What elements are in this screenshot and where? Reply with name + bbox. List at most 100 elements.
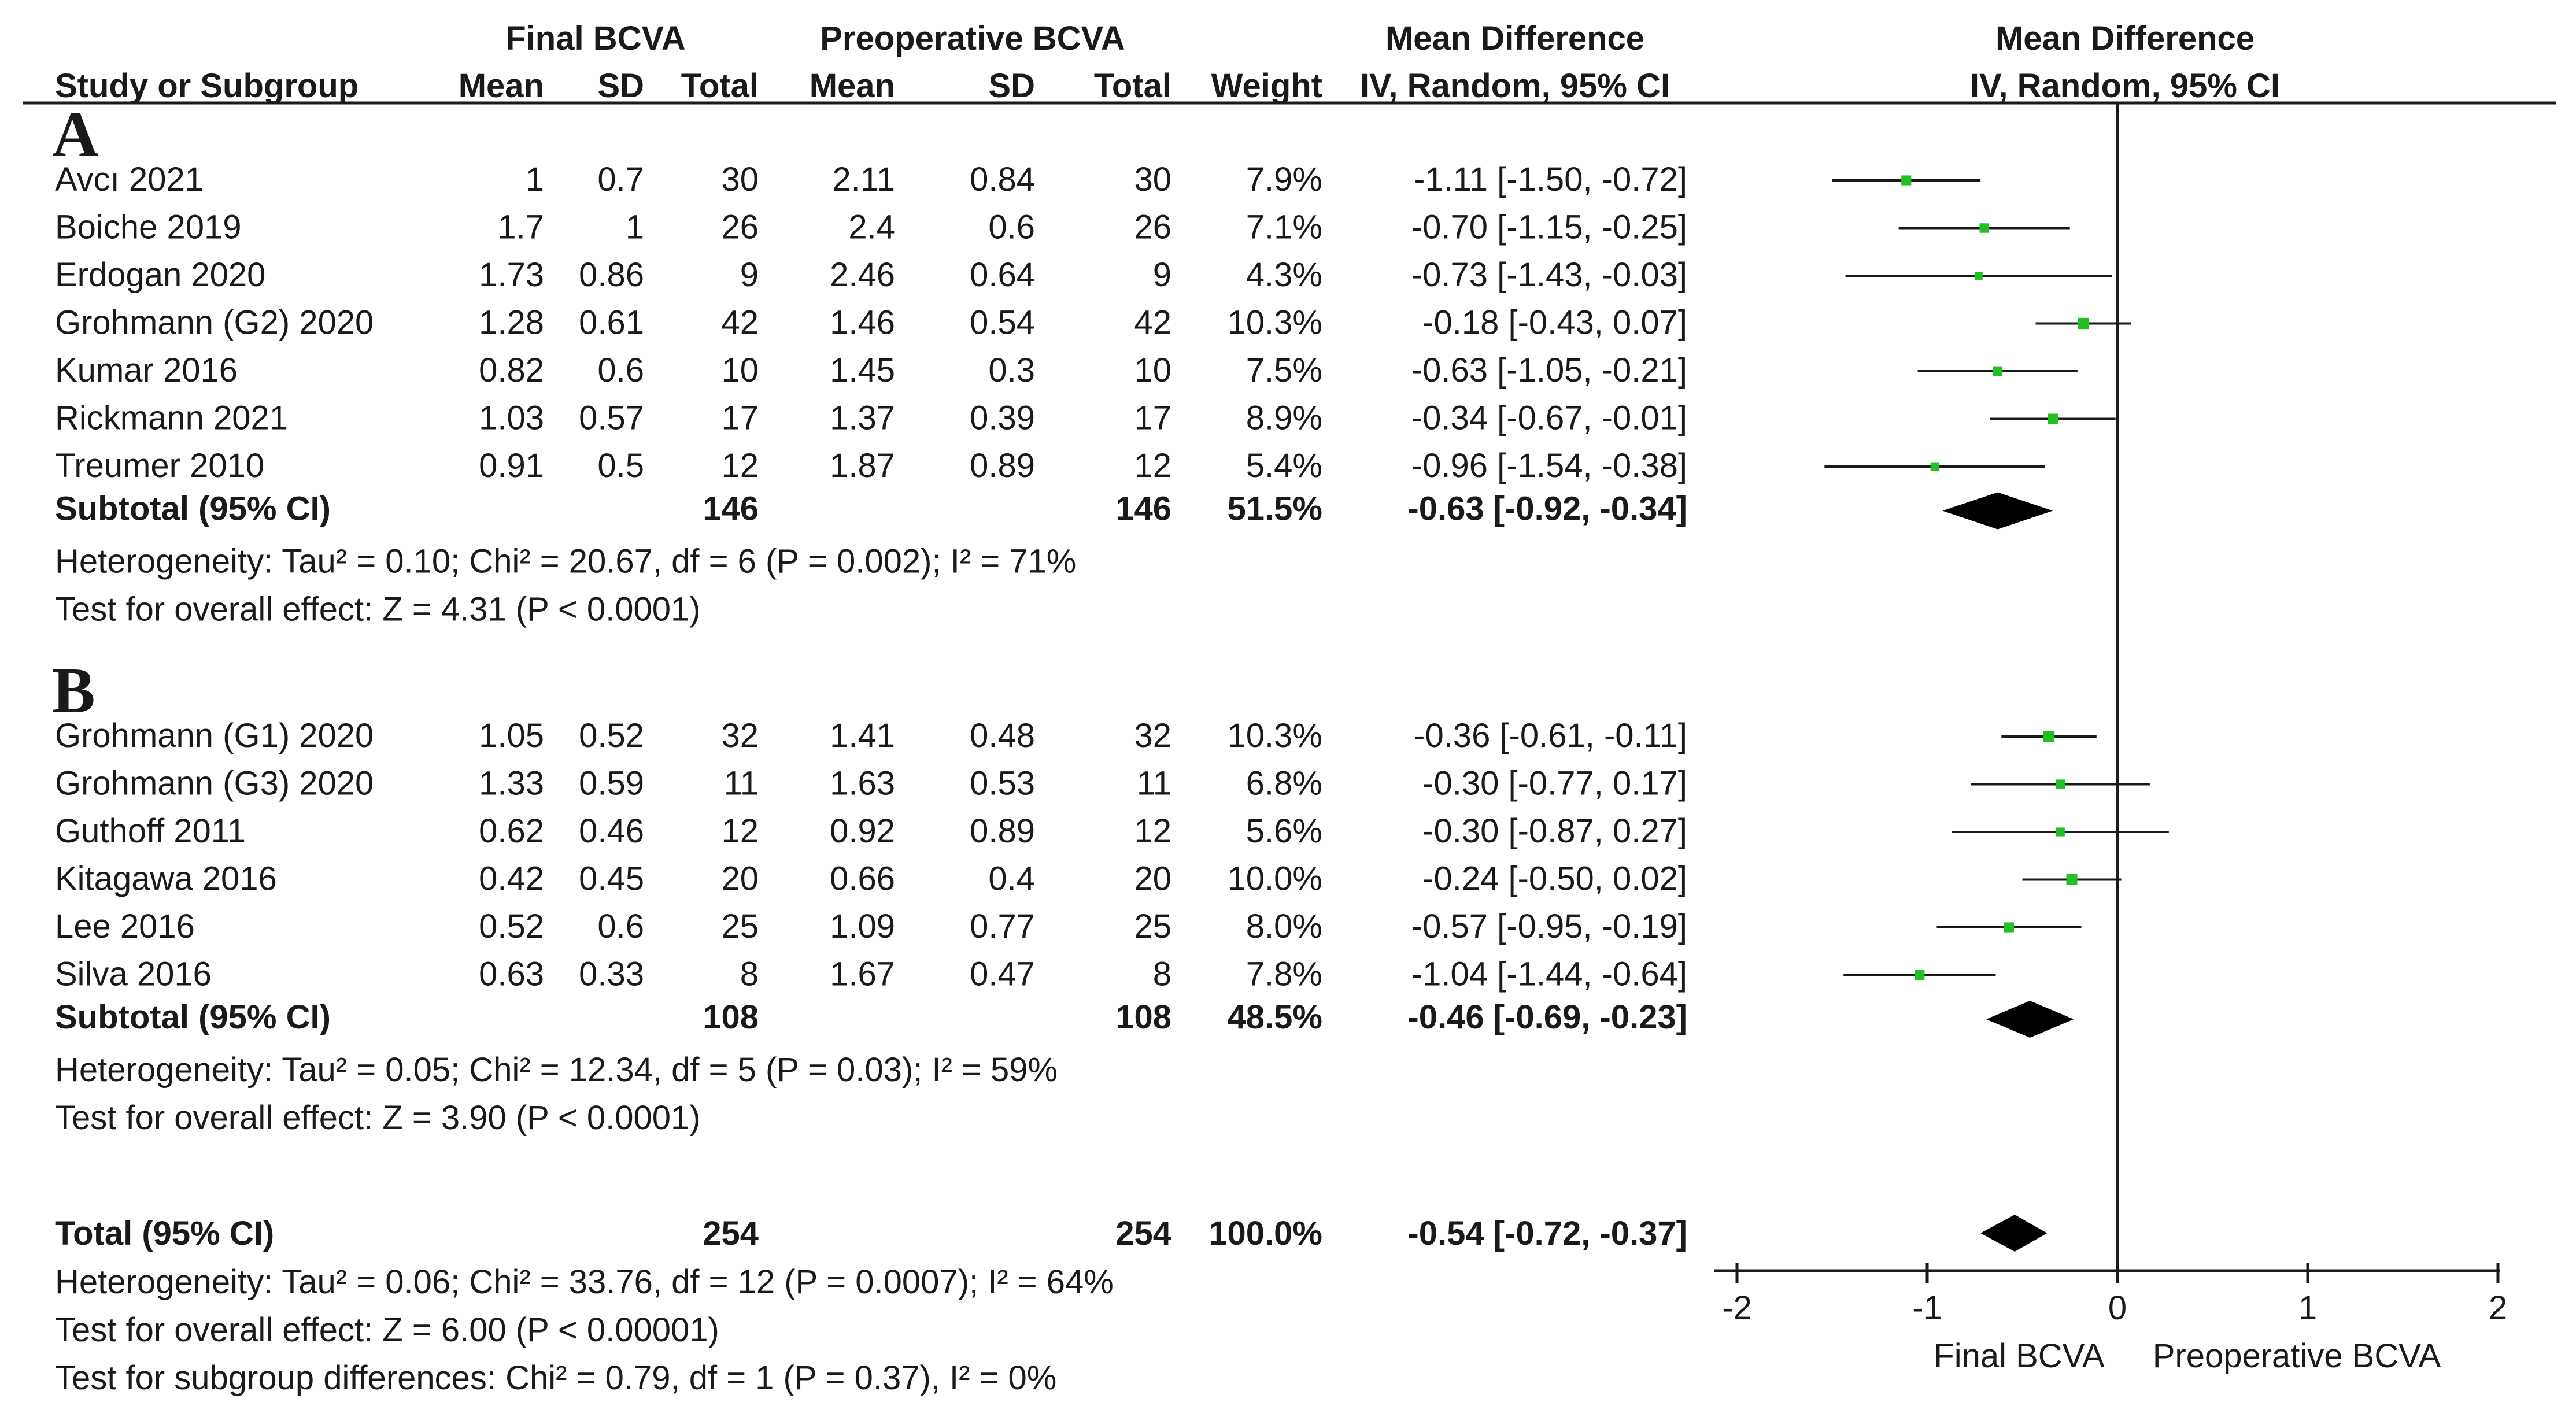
study-mean2: 0.66 — [830, 860, 895, 898]
study-ci: -1.11 [-1.50, -0.72] — [1414, 161, 1687, 198]
subtotal-label: Subtotal (95% CI) — [55, 490, 331, 528]
study-total2: 17 — [1134, 399, 1171, 437]
study-weight: 7.5% — [1246, 352, 1322, 389]
study-marker — [1930, 462, 1939, 471]
study-mean2: 2.11 — [832, 161, 895, 198]
study-mean1: 1.05 — [479, 717, 544, 754]
study-total2: 11 — [1137, 765, 1171, 802]
study-mean2: 1.46 — [830, 304, 895, 342]
total-total-final: 254 — [703, 1215, 759, 1252]
study-sd1: 0.52 — [579, 717, 644, 754]
study-ci: -0.36 [-0.61, -0.11] — [1414, 717, 1687, 754]
study-weight: 7.9% — [1246, 161, 1322, 198]
overall-effect-text: Test for overall effect: Z = 4.31 (P < 0… — [55, 591, 701, 628]
subtotal-diamond — [1942, 492, 2053, 530]
study-ci: -0.73 [-1.43, -0.03] — [1411, 256, 1687, 294]
study-sd2: 0.53 — [970, 765, 1035, 802]
study-ci: -0.63 [-1.05, -0.21] — [1411, 352, 1687, 389]
study-sd1: 0.46 — [579, 812, 644, 850]
header-mean-difference: Mean Difference — [1385, 20, 1644, 57]
footer-heterogeneity: Heterogeneity: Tau² = 0.06; Chi² = 33.76… — [55, 1263, 1114, 1301]
subtotal-label: Subtotal (95% CI) — [55, 998, 331, 1036]
study-total2: 30 — [1134, 161, 1171, 198]
study-sd2: 0.4 — [988, 860, 1035, 898]
subtotal-weight: 51.5% — [1228, 490, 1322, 528]
subtotal-weight: 48.5% — [1228, 998, 1322, 1036]
study-weight: 7.1% — [1246, 209, 1322, 246]
axis-label-preop-bcva: Preoperative BCVA — [2153, 1337, 2441, 1375]
study-marker — [1974, 272, 1983, 280]
study-name: Treumer 2010 — [55, 447, 264, 484]
study-ci: -0.18 [-0.43, 0.07] — [1422, 304, 1687, 342]
study-weight: 7.8% — [1246, 956, 1322, 993]
subtotal-ci: -0.46 [-0.69, -0.23] — [1407, 998, 1687, 1036]
col-weight: Weight — [1211, 67, 1322, 105]
x-tick-label: 0 — [2108, 1289, 2127, 1327]
study-total2: 26 — [1134, 209, 1171, 246]
study-total1: 25 — [721, 908, 759, 945]
study-weight: 5.4% — [1246, 447, 1322, 484]
study-sd2: 0.47 — [970, 956, 1035, 993]
total-ci: -0.54 [-0.72, -0.37] — [1407, 1215, 1687, 1252]
study-weight: 5.6% — [1246, 812, 1322, 850]
study-sd1: 0.5 — [597, 447, 644, 484]
study-ci: -0.57 [-0.95, -0.19] — [1411, 908, 1687, 945]
section-label: A — [52, 99, 99, 171]
study-marker — [1993, 366, 2003, 376]
study-name: Erdogan 2020 — [55, 256, 265, 294]
study-weight: 6.8% — [1246, 765, 1322, 802]
study-mean1: 0.52 — [479, 908, 544, 945]
study-total1: 17 — [721, 399, 759, 437]
study-mean2: 1.63 — [830, 765, 895, 802]
study-mean2: 1.37 — [830, 399, 895, 437]
x-tick-label: -2 — [1722, 1289, 1752, 1327]
study-weight: 8.0% — [1246, 908, 1322, 945]
study-name: Kumar 2016 — [55, 352, 238, 389]
study-mean1: 1 — [526, 161, 544, 198]
study-sd1: 0.61 — [579, 304, 644, 342]
study-weight: 10.3% — [1228, 304, 1322, 342]
col-mean-final: Mean — [459, 67, 544, 105]
col-ci-plot: IV, Random, 95% CI — [1970, 67, 2280, 105]
study-mean2: 1.41 — [830, 717, 895, 754]
col-sd-final: SD — [597, 67, 644, 105]
study-mean1: 0.91 — [479, 447, 544, 484]
study-mean2: 2.46 — [830, 256, 895, 294]
study-sd1: 0.7 — [597, 161, 644, 198]
study-total1: 20 — [721, 860, 759, 898]
study-total2: 32 — [1134, 717, 1171, 754]
study-mean1: 1.33 — [479, 765, 544, 802]
study-total1: 8 — [740, 956, 759, 993]
study-name: Boiche 2019 — [55, 209, 241, 246]
study-total1: 42 — [721, 304, 759, 342]
study-mean1: 1.03 — [479, 399, 544, 437]
study-sd2: 0.89 — [970, 447, 1035, 484]
study-sd1: 0.59 — [579, 765, 644, 802]
study-total2: 42 — [1134, 304, 1171, 342]
study-marker — [2004, 922, 2015, 933]
footer-overall-effect: Test for overall effect: Z = 6.00 (P < 0… — [55, 1311, 719, 1349]
study-name: Silva 2016 — [55, 956, 212, 993]
study-mean2: 1.09 — [830, 908, 895, 945]
study-total2: 9 — [1153, 256, 1171, 294]
study-marker — [1901, 175, 1912, 186]
study-sd2: 0.54 — [970, 304, 1035, 342]
study-name: Lee 2016 — [55, 908, 195, 945]
study-mean2: 2.4 — [848, 209, 895, 246]
study-mean1: 0.82 — [479, 352, 544, 389]
study-sd1: 0.33 — [579, 956, 644, 993]
study-sd2: 0.39 — [970, 399, 1035, 437]
header-preop-bcva: Preoperative BCVA — [820, 20, 1125, 57]
study-sd1: 0.6 — [597, 352, 644, 389]
footer-subgroup-test: Test for subgroup differences: Chi² = 0.… — [55, 1359, 1056, 1397]
subtotal-diamond — [1986, 1001, 2074, 1038]
x-tick-label: 2 — [2489, 1289, 2507, 1327]
study-sd2: 0.6 — [988, 209, 1035, 246]
study-ci: -0.34 [-0.67, -0.01] — [1411, 399, 1687, 437]
study-mean1: 0.42 — [479, 860, 544, 898]
study-total2: 12 — [1134, 447, 1171, 484]
total-diamond — [1980, 1215, 2048, 1252]
study-mean2: 0.92 — [830, 812, 895, 850]
x-tick-label: -1 — [1912, 1289, 1942, 1327]
study-marker — [2048, 413, 2058, 424]
